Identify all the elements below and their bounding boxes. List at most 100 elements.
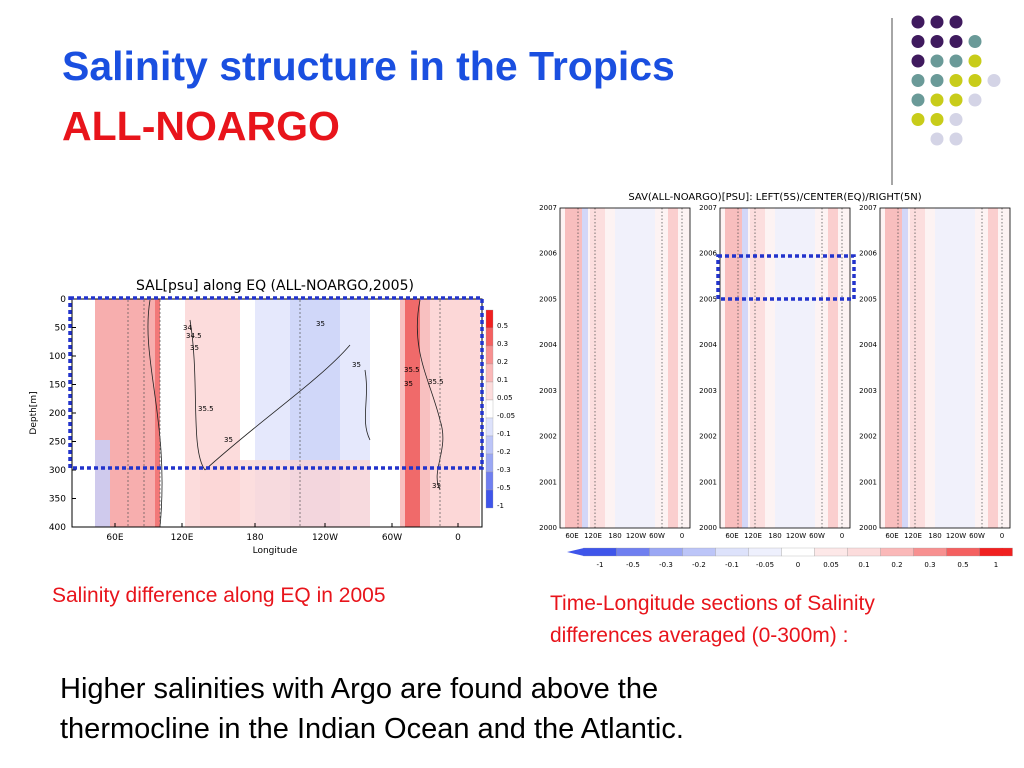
panel-shade [750, 208, 765, 528]
colorbar-swatch [781, 547, 815, 557]
x-tick-label: 60E [106, 533, 123, 543]
colorbar-label: 0.1 [858, 561, 869, 569]
decor-dot [911, 15, 925, 29]
colorbar-label: 0.2 [497, 358, 508, 366]
contour-label: 35.5 [198, 405, 214, 413]
colorbar-label: 0.3 [497, 340, 508, 348]
contour-label: 35 [316, 320, 325, 328]
x-tick-label: 120E [904, 532, 922, 540]
y-tick-label: 2006 [859, 250, 877, 258]
contour-line [189, 319, 206, 471]
x-tick-label: 120E [584, 532, 602, 540]
colorbar-end [567, 548, 584, 556]
colorbar-label: 0.5 [497, 322, 508, 330]
panel-shade [582, 208, 588, 528]
left-caption: Salinity difference along EQ in 2005 [52, 584, 386, 607]
x-tick-label: 60W [809, 532, 825, 540]
colorbar-label: 0.2 [891, 561, 902, 569]
contour-label: 34 [183, 324, 192, 332]
colorbar-label: -0.5 [626, 561, 640, 569]
y-tick-label: 2001 [859, 478, 877, 486]
decor-dot [911, 35, 925, 48]
decor-dot [930, 15, 944, 29]
decor-dot [911, 54, 925, 68]
y-tick-label: 2001 [539, 478, 557, 486]
panel-shade [615, 208, 655, 528]
x-tick-label: 60W [649, 532, 665, 540]
x-tick-label: 120E [171, 533, 194, 543]
colorbar-swatch [946, 547, 980, 557]
y-tick-label: 2003 [539, 387, 557, 395]
colorbar-swatch [748, 547, 782, 557]
panel-shade [988, 208, 998, 528]
y-tick-label: 2005 [859, 295, 877, 303]
y-tick-label: 400 [49, 523, 66, 533]
y-tick-label: 350 [49, 495, 66, 505]
x-tick-label: 60W [382, 533, 402, 543]
x-tick-label: 120W [786, 532, 806, 540]
decor-dot [987, 74, 1001, 87]
panel-shade [725, 208, 742, 528]
contour-label: 35 [404, 380, 413, 388]
decor-dot [949, 93, 963, 107]
contour-fill [405, 299, 420, 527]
contour-line [204, 344, 351, 471]
decor-dot [930, 93, 944, 107]
title: Salinity structure in the Tropics [62, 43, 675, 89]
y-tick-label: 2003 [699, 387, 717, 395]
highlight-box [68, 296, 484, 470]
colorbar-label: 0.05 [823, 561, 839, 569]
x-tick-label: 0 [840, 532, 844, 540]
x-tick-label: 0 [1000, 532, 1004, 540]
colorbar-label: -0.3 [497, 466, 511, 474]
y-tick-label: 2006 [539, 250, 557, 258]
y-tick-label: 2004 [859, 341, 877, 349]
panel-frame [559, 207, 691, 529]
panel-shade [935, 208, 975, 528]
colorbar-swatch [485, 417, 494, 437]
x-tick-label: 0 [680, 532, 684, 540]
colorbar-swatch [814, 547, 848, 557]
contour-label: 34.5 [186, 332, 202, 340]
panel-frame [879, 207, 1011, 529]
panel-shade [742, 208, 748, 528]
colorbar-label: 0.05 [497, 394, 513, 402]
x-tick-label: 120W [626, 532, 646, 540]
decor-dot [949, 15, 963, 29]
panel-shade [828, 208, 838, 528]
colorbar-label: -1 [497, 502, 504, 510]
colorbar-label: 0.5 [957, 561, 968, 569]
y-tick-label: 2007 [539, 204, 557, 212]
colorbar-end [981, 548, 1003, 556]
x-tick-label: 120E [744, 532, 762, 540]
y-tick-label: 2007 [859, 204, 877, 212]
x-tick-label: 180 [768, 532, 781, 540]
decor-dot [930, 132, 944, 146]
decor-dot [949, 74, 963, 87]
y-tick-label: 2000 [699, 524, 717, 532]
colorbar-label: -1 [597, 561, 604, 569]
contour-fill [200, 460, 370, 527]
y-tick-label: 2004 [539, 341, 557, 349]
figure-title: SAV(ALL-NOARGO)[PSU]: LEFT(5S)/CENTER(EQ… [628, 192, 921, 203]
highlight-box [716, 254, 856, 301]
right-caption: Time-Longitude sections of Salinity [550, 592, 875, 615]
contour-label: 35 [432, 482, 441, 490]
decor-dot [968, 93, 982, 107]
right-caption: differences averaged (0-300m) : [550, 624, 848, 647]
panel-shade [910, 208, 925, 528]
contour-fill [430, 299, 480, 527]
decor-dot [949, 35, 963, 48]
panel-shade [902, 208, 908, 528]
colorbar-label: -0.1 [725, 561, 739, 569]
x-tick-label: 60E [725, 532, 738, 540]
panel-shade [590, 208, 605, 528]
contour-line [147, 299, 163, 528]
colorbar-swatch [485, 471, 494, 491]
colorbar-label: -0.05 [497, 412, 515, 420]
decor-dot [968, 74, 982, 87]
decor-dot [930, 113, 944, 126]
y-tick-label: 2005 [539, 295, 557, 303]
